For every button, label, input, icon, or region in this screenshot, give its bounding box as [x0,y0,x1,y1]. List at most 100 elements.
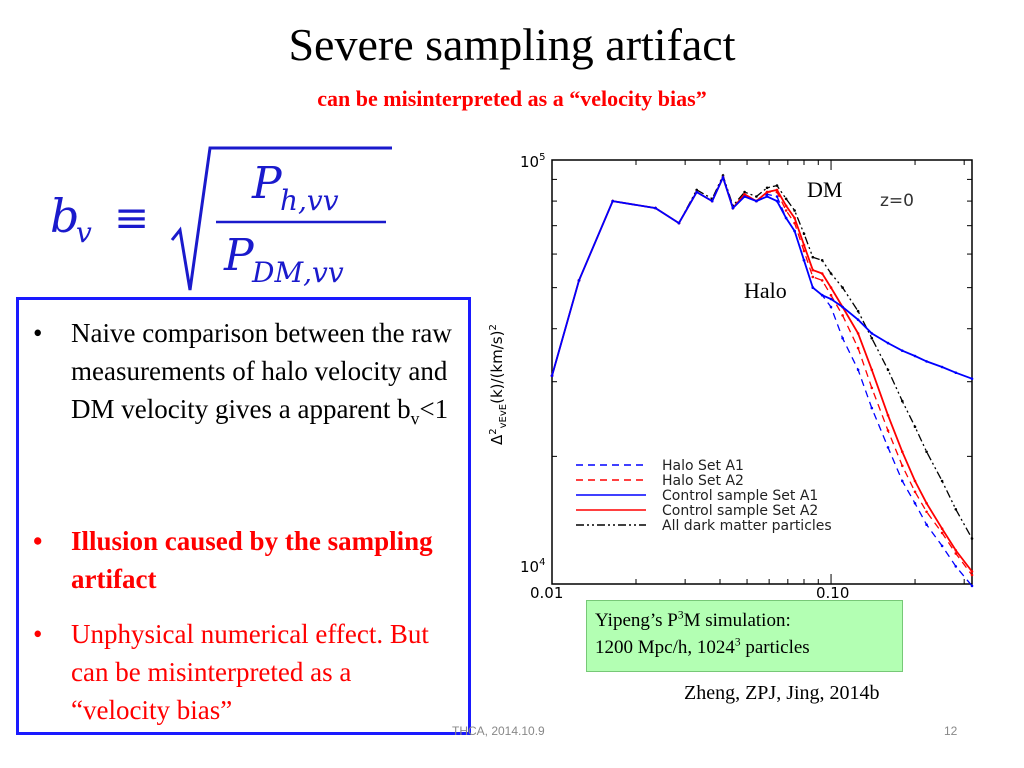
data-point [870,332,874,335]
data-point [550,374,554,377]
bullet-box: • Naive comparison between the raw measu… [16,297,471,735]
data-point [970,584,974,588]
formula-sqrt-sign [170,146,392,291]
data-point [913,490,917,494]
data-point [820,272,824,275]
data-point [913,425,917,429]
bullet-item-1: • Naive comparison between the raw measu… [33,314,453,428]
data-point [820,293,824,297]
y-tick-label-bottom: 104 [520,557,545,576]
data-point [811,268,815,272]
data-point [886,414,890,417]
formula-equiv: ≡ [114,193,149,242]
legend-label: Control sample Set A1 [662,488,818,504]
data-point [925,502,928,505]
page-number: 12 [944,724,958,738]
data-point [611,199,614,203]
y-tick-label-top: 105 [520,152,545,171]
axis-ticks [551,159,972,585]
data-point [829,297,833,301]
x-tick-label-0.01: 0.01 [530,584,563,602]
data-point [721,176,725,179]
data-point [802,249,806,253]
data-point [755,195,758,198]
data-point [841,286,844,289]
data-point [886,341,890,345]
data-point [901,450,904,454]
data-point [913,502,917,505]
bullet-dot: • [33,318,43,348]
legend-label: Halo Set A1 [662,458,744,474]
data-point [856,332,860,335]
data-point [829,293,833,297]
data-point [886,368,890,372]
data-point [870,406,874,410]
data-point [970,570,974,573]
slide-subtitle: can be misinterpreted as a “velocity bia… [317,86,707,111]
data-point [829,272,833,275]
data-point [784,209,788,212]
data-point [913,354,917,358]
data-point [870,368,874,372]
legend-label: All dark matter particles [662,518,832,534]
formula-num-sub: h,vv [280,184,339,217]
series-layer [550,173,974,588]
data-point [940,479,944,483]
data-point [654,206,657,210]
data-point [765,195,769,198]
data-point [856,309,860,313]
bullet-2-text: Illusion caused by the sampling artifact [71,526,433,594]
data-point [677,221,681,225]
bullet-item-2: • Illusion caused by the sampling artifa… [33,522,453,598]
data-point [802,259,806,262]
annotation-dm: DM [807,177,842,202]
formula-den-base: P [223,230,255,281]
data-point [765,190,769,194]
data-point [925,523,928,526]
data-point [577,279,581,282]
data-point [870,386,874,390]
slide-title: Severe sampling artifact [288,19,736,70]
formula-num-base: P [251,158,283,209]
annotation-halo: Halo [744,278,787,303]
data-point [856,318,860,321]
data-point [913,479,917,483]
data-point [970,573,974,577]
data-point [731,206,735,210]
data-point [784,204,788,208]
data-point [811,275,815,279]
data-point [802,232,806,235]
data-point [775,184,779,187]
data-point [829,305,833,309]
data-point [856,346,860,350]
formula-den-sub: DM,vv [251,256,344,289]
data-point [901,399,904,403]
data-point [775,199,779,203]
data-point [954,508,958,511]
data-point [925,510,928,514]
data-point [802,243,806,247]
data-point [784,216,788,220]
power-spectrum-chart: 105 104 0.01 0.10 Δ2vEvE(k)/(km/s)2 DM H… [488,152,974,602]
data-point [970,537,974,540]
x-tick-label-0.10: 0.10 [816,584,849,602]
data-point [901,479,904,483]
data-point [755,199,758,203]
data-point [695,190,698,194]
data-point [775,188,779,192]
formula-lhs-sub: v [76,216,92,249]
data-point [940,544,944,548]
data-point [765,186,769,190]
data-point [901,349,904,352]
legend-label: Control sample Set A2 [662,503,818,519]
data-point [743,193,746,196]
data-point [901,464,904,468]
data-point [870,336,874,340]
data-point [856,368,860,372]
annotation-redshift: z=0 [880,191,914,211]
data-point [954,549,958,552]
data-point [793,209,796,212]
bullet-3-text: Unphysical numerical effect. But can be … [71,619,429,725]
data-point [829,286,833,289]
